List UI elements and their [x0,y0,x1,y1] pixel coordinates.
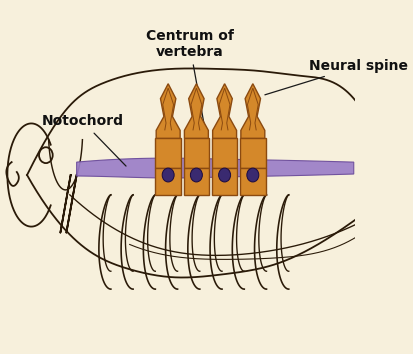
FancyBboxPatch shape [211,138,237,168]
FancyBboxPatch shape [240,168,265,195]
FancyBboxPatch shape [240,138,265,168]
Circle shape [162,168,174,182]
FancyBboxPatch shape [155,138,180,168]
Text: Neural spine: Neural spine [264,59,407,95]
Polygon shape [156,84,180,138]
Polygon shape [240,84,264,138]
Circle shape [246,168,258,182]
FancyBboxPatch shape [183,138,209,168]
Polygon shape [184,84,208,138]
Text: Centrum of
vertebra: Centrum of vertebra [145,29,233,136]
Text: Notochord: Notochord [42,114,126,166]
FancyBboxPatch shape [211,168,237,195]
Circle shape [218,168,230,182]
Polygon shape [76,158,353,178]
Polygon shape [212,84,236,138]
FancyBboxPatch shape [183,168,209,195]
Circle shape [190,168,202,182]
FancyBboxPatch shape [155,168,180,195]
